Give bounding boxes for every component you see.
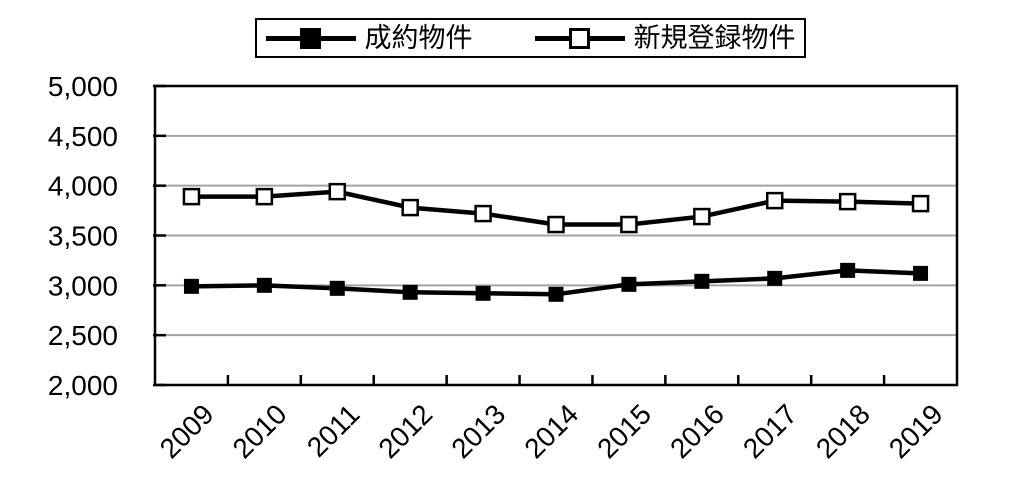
x-axis-label: 2014: [518, 398, 584, 464]
open-square-data-point: [765, 191, 784, 210]
filled-square-data-point: [548, 286, 564, 302]
x-axis-label: 2010: [227, 398, 293, 464]
legend-item-contracted-properties: 成約物件: [265, 22, 473, 53]
legend-label-new-listings: 新規登録物件: [633, 22, 796, 53]
y-axis-label: 5,000: [48, 71, 118, 102]
filled-square-data-point: [183, 278, 199, 294]
x-axis-label: 2015: [591, 398, 657, 464]
filled-square-data-point: [256, 277, 272, 293]
x-axis-label: 2013: [445, 398, 511, 464]
legend-label-contracted: 成約物件: [364, 22, 473, 53]
x-axis-label: 2016: [664, 398, 730, 464]
filled-square-data-point: [621, 276, 637, 292]
open-square-data-point: [328, 182, 347, 201]
open-square-data-point: [838, 192, 857, 211]
open-square-data-point: [401, 198, 419, 217]
open-square-data-point: [911, 194, 930, 213]
legend-key-new-listings: [534, 25, 625, 51]
open-square-data-point: [474, 204, 492, 223]
y-axis-label: 4,000: [48, 171, 118, 202]
y-axis-label: 2,000: [48, 370, 118, 401]
legend: 成約物件 新規登録物件: [255, 18, 806, 58]
x-axis-label: 2009: [154, 398, 220, 464]
open-square-data-point: [255, 187, 274, 206]
open-square-data-point: [182, 187, 201, 206]
filled-square-marker-icon: [300, 27, 321, 49]
x-axis-label: 2017: [737, 398, 803, 464]
y-axis-label: 2,500: [48, 320, 118, 351]
filled-square-data-point: [475, 285, 491, 301]
filled-square-data-point: [913, 265, 929, 281]
y-axis-label: 4,500: [48, 121, 118, 152]
open-square-data-point: [693, 207, 711, 226]
legend-item-new-listings: 新規登録物件: [534, 22, 796, 53]
x-axis-label: 2018: [810, 398, 876, 464]
filled-square-data-point: [329, 280, 345, 296]
y-axis-label: 3,500: [48, 221, 118, 252]
legend-key-contracted: [265, 25, 356, 51]
x-axis-label: 2019: [883, 398, 949, 464]
open-square-data-point: [620, 215, 638, 234]
filled-square-data-point: [402, 284, 418, 300]
x-axis-label: 2011: [301, 398, 366, 463]
filled-square-data-point: [840, 262, 856, 278]
open-square-marker-icon: [569, 27, 590, 49]
filled-square-data-point: [694, 273, 710, 289]
filled-square-data-point: [767, 270, 783, 286]
y-axis-label: 3,000: [48, 270, 118, 301]
x-axis-label: 2012: [372, 398, 438, 464]
open-square-data-point: [547, 215, 565, 234]
